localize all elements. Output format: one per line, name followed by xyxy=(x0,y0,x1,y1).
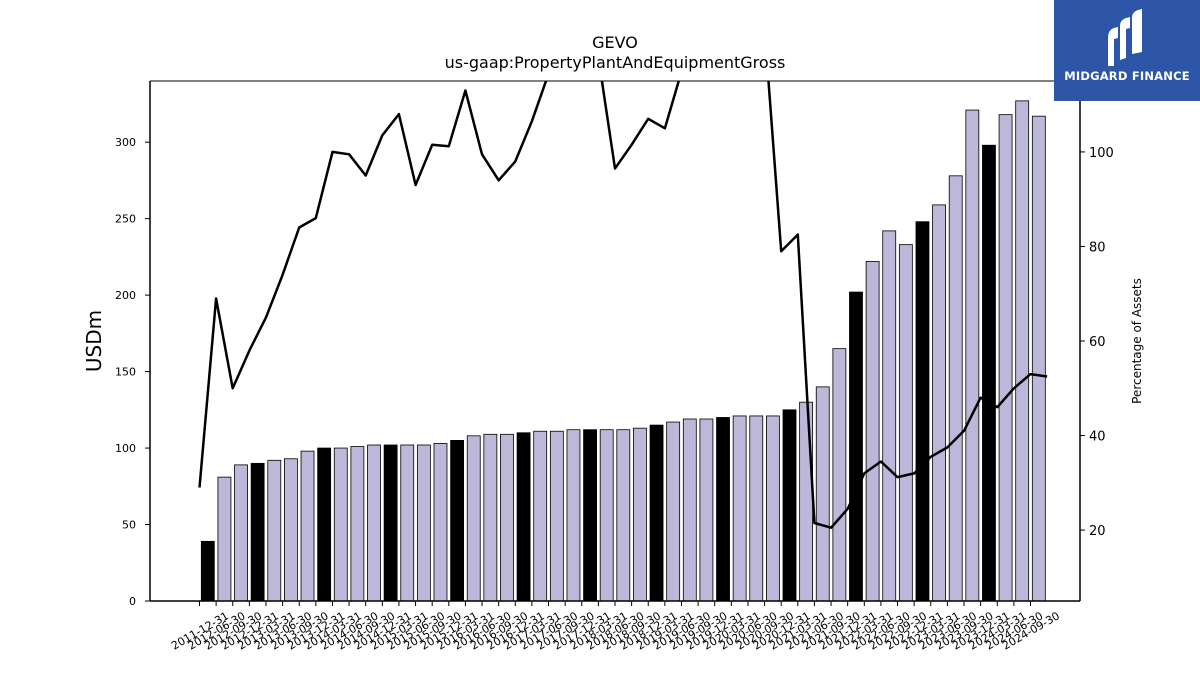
y2-tick-label: 20 xyxy=(1089,524,1106,539)
y-tick-label: 150 xyxy=(115,366,136,379)
y2-tick-label: 100 xyxy=(1089,146,1114,161)
bar xyxy=(549,430,564,602)
logo-text: MIDGARD FINANCE xyxy=(1064,69,1190,83)
bar xyxy=(865,261,880,602)
bar xyxy=(500,433,514,602)
y-axis-label: USDm xyxy=(82,310,106,372)
bar xyxy=(749,415,764,602)
bar xyxy=(566,429,581,602)
bar xyxy=(583,429,597,602)
bar xyxy=(466,435,481,602)
bar xyxy=(699,418,714,602)
bar xyxy=(416,444,431,602)
bars-layer xyxy=(200,100,1046,602)
logo-mark-icon xyxy=(1108,9,1142,66)
bar xyxy=(533,430,548,602)
bar xyxy=(383,444,398,602)
bar xyxy=(217,476,232,602)
bar xyxy=(284,458,298,602)
bar xyxy=(682,418,697,602)
bar xyxy=(200,540,215,602)
y-tick-label: 0 xyxy=(129,595,136,608)
bar xyxy=(599,429,614,602)
bar xyxy=(716,417,730,602)
bar xyxy=(666,421,681,602)
bar xyxy=(350,446,365,602)
y-tick-label: 200 xyxy=(115,289,136,302)
y2-tick-label: 60 xyxy=(1089,335,1106,350)
bar xyxy=(400,444,415,602)
y2-tick-label: 80 xyxy=(1089,240,1106,255)
y-tick-label: 250 xyxy=(115,213,136,226)
line-layer xyxy=(198,81,1048,529)
bar xyxy=(799,401,814,602)
bar xyxy=(1015,100,1030,602)
bar xyxy=(234,464,248,602)
bar xyxy=(998,114,1013,602)
percentage-line xyxy=(198,81,1048,529)
bar xyxy=(450,440,465,602)
bar xyxy=(1031,115,1046,602)
bar xyxy=(300,450,315,602)
bar xyxy=(832,348,847,602)
bar xyxy=(333,447,348,602)
y2-axis-label: Percentage of Assets xyxy=(1130,278,1144,404)
bar xyxy=(267,459,282,602)
bar xyxy=(915,221,930,602)
bar xyxy=(367,444,381,602)
bar xyxy=(932,204,946,602)
bar xyxy=(250,462,265,602)
y-tick-label: 50 xyxy=(122,519,136,532)
bar xyxy=(483,433,498,602)
bar xyxy=(965,109,980,602)
bar xyxy=(649,424,664,602)
bar xyxy=(433,443,448,602)
bar xyxy=(633,427,647,602)
bar xyxy=(782,409,797,602)
bar xyxy=(815,386,830,602)
chart-title: GEVO xyxy=(592,33,638,52)
bar xyxy=(898,244,913,602)
bar xyxy=(616,429,631,602)
axes-layer: 050100150200250300204060801002011-12-312… xyxy=(115,80,1114,653)
bar xyxy=(732,415,747,602)
bar xyxy=(948,175,963,602)
chart-subtitle: us-gaap:PropertyPlantAndEquipmentGross xyxy=(445,53,786,72)
bar xyxy=(516,432,531,602)
midgard-finance-logo: MIDGARD FINANCE xyxy=(1054,0,1200,101)
y-tick-label: 100 xyxy=(115,442,136,455)
bar xyxy=(317,447,332,602)
bar xyxy=(982,144,996,602)
bar xyxy=(849,291,863,602)
y2-tick-label: 40 xyxy=(1089,430,1106,445)
bar xyxy=(765,415,780,602)
y-tick-label: 300 xyxy=(115,136,136,149)
bar xyxy=(882,230,897,602)
